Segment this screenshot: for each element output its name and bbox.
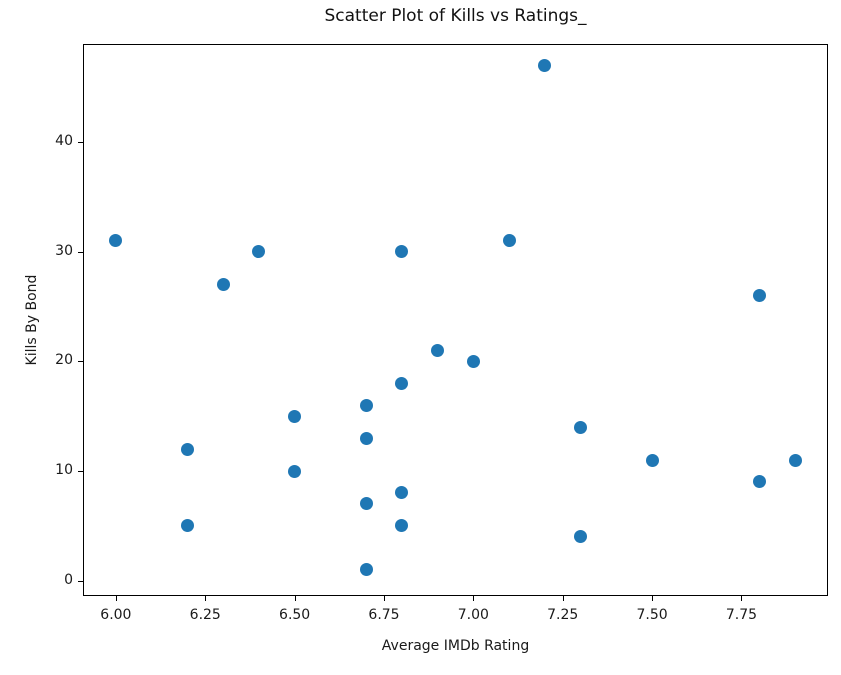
y-tick-label: 10 xyxy=(55,462,73,479)
x-tick-label: 7.00 xyxy=(457,607,489,623)
data-point xyxy=(502,234,516,248)
x-tick-label: 7.25 xyxy=(547,607,579,623)
plot-area xyxy=(83,44,828,596)
data-point xyxy=(359,497,373,511)
data-point xyxy=(216,278,230,292)
x-tick-label: 7.50 xyxy=(636,607,668,623)
data-point xyxy=(180,442,194,456)
x-tick-mark xyxy=(562,596,564,601)
x-tick-mark xyxy=(294,596,296,601)
data-point xyxy=(538,58,552,72)
y-tick-mark xyxy=(78,580,83,582)
data-point xyxy=(359,563,373,577)
data-point xyxy=(395,376,409,390)
data-point xyxy=(645,453,659,467)
y-tick-label: 20 xyxy=(55,352,73,369)
data-point xyxy=(395,519,409,533)
data-point xyxy=(574,420,588,434)
data-point xyxy=(359,398,373,412)
x-axis-label: Average IMDb Rating xyxy=(381,638,530,654)
chart-title: Scatter Plot of Kills vs Ratings_ xyxy=(324,6,587,26)
y-tick-mark xyxy=(78,251,83,253)
data-point xyxy=(752,475,766,489)
y-tick-label: 40 xyxy=(55,133,73,150)
x-tick-label: 6.00 xyxy=(100,607,132,623)
x-tick-label: 6.75 xyxy=(368,607,400,623)
y-tick-label: 30 xyxy=(55,242,73,259)
x-tick-label: 7.75 xyxy=(725,607,758,623)
data-point xyxy=(395,245,409,259)
x-tick-label: 6.25 xyxy=(189,607,221,623)
data-point xyxy=(288,464,302,478)
data-point xyxy=(359,431,373,445)
x-tick-mark xyxy=(384,596,385,601)
data-point xyxy=(180,519,194,533)
x-tick-label: 6.50 xyxy=(279,607,311,623)
data-point xyxy=(252,245,266,259)
x-tick-mark xyxy=(473,596,475,601)
data-point xyxy=(788,453,802,467)
data-point xyxy=(574,530,588,544)
data-point xyxy=(288,409,302,423)
y-tick-mark xyxy=(78,471,83,473)
data-point xyxy=(395,486,409,500)
data-point xyxy=(109,234,123,248)
x-tick-mark xyxy=(205,596,207,601)
data-point xyxy=(752,289,766,303)
y-tick-mark xyxy=(78,142,83,144)
y-tick-mark xyxy=(78,361,83,363)
y-tick-label: 0 xyxy=(64,571,73,588)
x-tick-mark xyxy=(652,596,654,601)
x-tick-mark xyxy=(741,596,743,601)
data-point xyxy=(466,354,480,368)
x-tick-mark xyxy=(115,596,117,601)
data-point xyxy=(431,343,445,357)
